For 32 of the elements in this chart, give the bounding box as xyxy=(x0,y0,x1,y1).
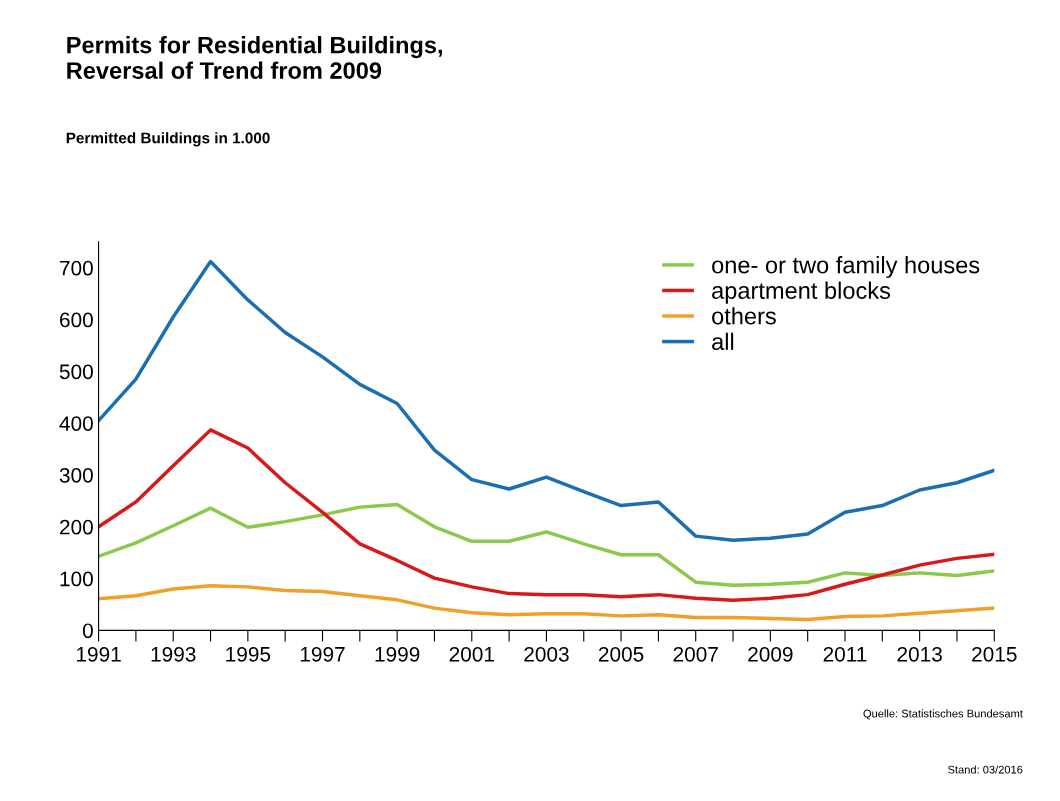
x-tick-label: 1993 xyxy=(151,646,196,662)
y-tick-label: 200 xyxy=(60,519,93,535)
legend-label: one- or two family houses xyxy=(712,256,980,279)
x-tick-label: 2015 xyxy=(972,646,1017,662)
x-tick-label: 2001 xyxy=(449,646,494,662)
legend-label: apartment blocks xyxy=(712,281,891,304)
text: Stand: 03/2016 xyxy=(948,765,1023,774)
chart-title: Permits for Residential Buildings, Reversal of Trend from 2009 xyxy=(67,36,442,79)
x-tick-label: 2003 xyxy=(524,646,569,662)
legend-label: all xyxy=(712,332,734,351)
y-tick-label: 500 xyxy=(59,364,93,380)
y-tick-label: 300 xyxy=(59,467,93,483)
x-tick-label: 1997 xyxy=(300,646,345,662)
x-tick-label: 1991 xyxy=(77,646,121,662)
x-tick-label: 2011 xyxy=(823,646,867,662)
x-tick-label: 2005 xyxy=(598,646,644,662)
y-tick-label: 700 xyxy=(60,260,93,276)
line-series xyxy=(98,584,995,622)
x-tick-label: 1995 xyxy=(226,646,271,662)
legend-label: others xyxy=(712,307,776,325)
y-tick-label: 600 xyxy=(60,312,93,328)
x-tick-label: 2007 xyxy=(673,646,718,662)
y-tick-label: 100 xyxy=(60,571,93,587)
x-tick-label: 2013 xyxy=(897,646,942,662)
y-tick-label: 400 xyxy=(59,416,93,431)
y-tick-label: 0 xyxy=(82,623,93,639)
line-series xyxy=(98,502,995,588)
x-tick-label: 1999 xyxy=(375,646,420,662)
x-tick-label: 2009 xyxy=(748,646,793,662)
line-series xyxy=(98,428,995,603)
chart-subtitle: Permitted Buildings in 1.000 xyxy=(66,132,270,147)
source-note: Quelle: Statistisches Bundesamt xyxy=(863,709,1023,720)
